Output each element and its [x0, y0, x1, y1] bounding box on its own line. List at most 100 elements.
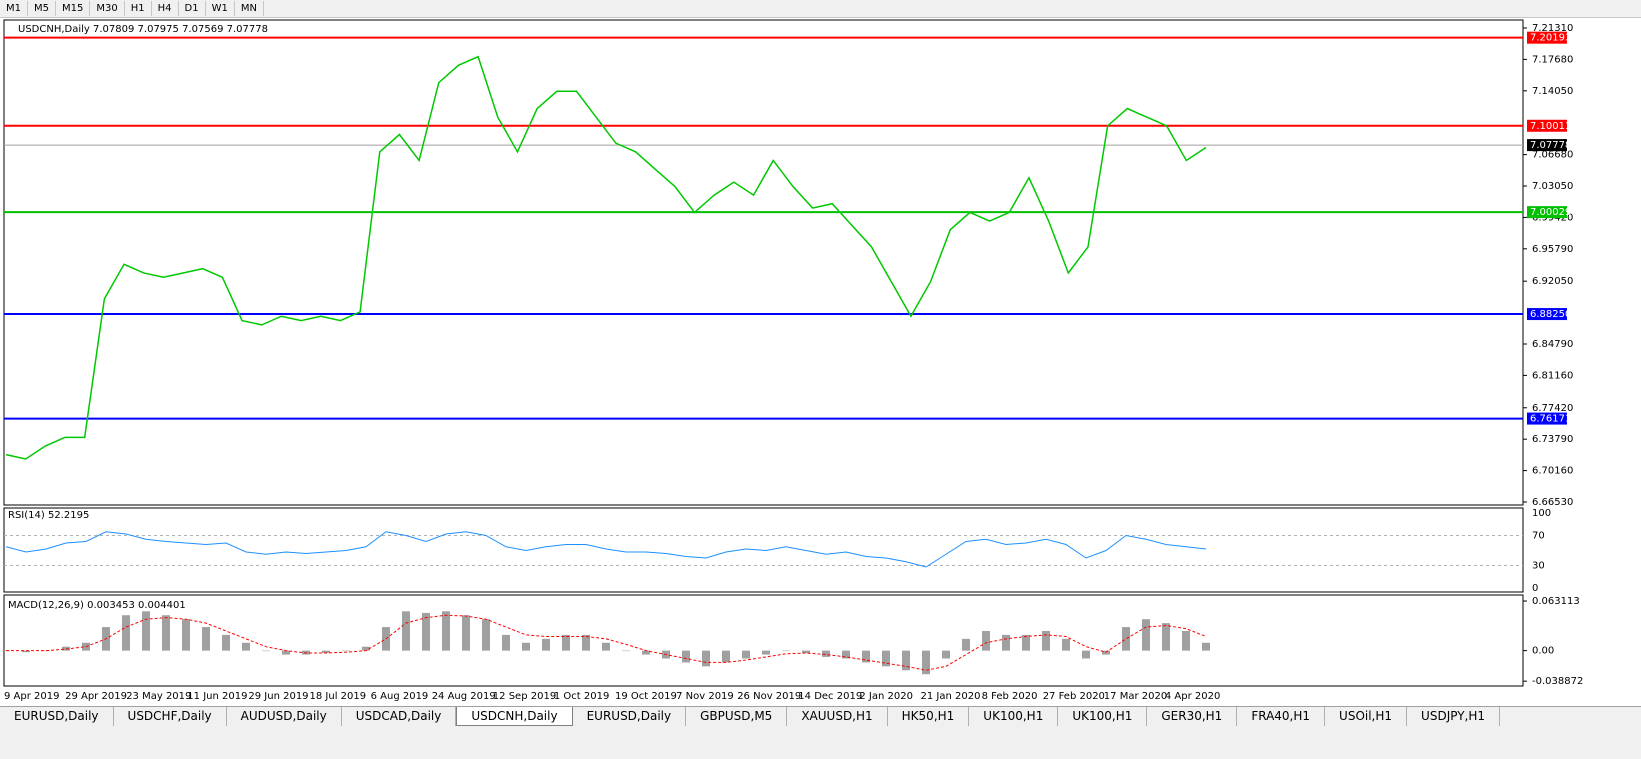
date-label: 8 Feb 2020	[982, 691, 1038, 702]
timeframe-button[interactable]: MN	[235, 1, 264, 16]
date-label: 29 Jun 2019	[248, 691, 308, 702]
macd-bar	[422, 612, 430, 651]
timeframe-button[interactable]: M15	[56, 1, 91, 16]
macd-tick-label: 0.00	[1532, 646, 1554, 657]
level-label: 7.00029	[1530, 207, 1571, 218]
date-label: 29 Apr 2019	[65, 691, 127, 702]
chart-tab[interactable]: FRA40,H1	[1237, 707, 1326, 726]
timeframe-button[interactable]: M1	[0, 1, 28, 16]
chart-tab[interactable]: USDCHF,Daily	[114, 707, 227, 726]
macd-bar	[442, 611, 450, 651]
chart-tab[interactable]: GER30,H1	[1147, 707, 1238, 726]
macd-bar	[262, 650, 270, 652]
macd-bar	[22, 650, 30, 653]
level-label: 6.88250	[1530, 309, 1571, 320]
chart-tab[interactable]: XAUUSD,H1	[787, 707, 888, 726]
date-label: 23 May 2019	[126, 691, 191, 702]
date-label: 14 Dec 2019	[798, 691, 862, 702]
macd-bar	[142, 611, 150, 651]
rsi-label: RSI(14) 52.2195	[8, 510, 89, 521]
rsi-panel	[3, 507, 1524, 593]
macd-bar	[562, 634, 570, 651]
date-label: 24 Aug 2019	[432, 691, 496, 702]
price-tick-label: 7.06680	[1532, 150, 1573, 161]
symbol-info: USDCNH,Daily 7.07809 7.07975 7.07569 7.0…	[18, 24, 268, 35]
timeframe-button[interactable]: M30	[90, 1, 125, 16]
macd-bar	[722, 650, 730, 663]
timeframe-button[interactable]: H4	[152, 1, 179, 16]
macd-bar	[602, 642, 610, 651]
price-tick-label: 6.70160	[1532, 466, 1573, 477]
macd-bar	[122, 615, 130, 651]
price-tick-label: 6.95790	[1532, 244, 1573, 255]
macd-bar	[1182, 630, 1190, 651]
macd-bar	[182, 619, 190, 651]
level-tag	[1527, 308, 1567, 321]
timeframe-toolbar: M1 M5 M15 M30 H1 H4 D1 W1 MN	[0, 0, 1641, 18]
price-tick-label: 7.14050	[1532, 86, 1573, 97]
level-label: 7.20193	[1530, 33, 1571, 44]
macd-panel	[3, 594, 1524, 687]
macd-bar	[622, 650, 630, 652]
level-label: 7.10011	[1530, 121, 1571, 132]
date-label: 19 Oct 2019	[615, 691, 677, 702]
chart-tab[interactable]: EURUSD,Daily	[573, 707, 687, 726]
date-label: 26 Nov 2019	[737, 691, 801, 702]
macd-label: MACD(12,26,9) 0.003453 0.004401	[8, 600, 186, 611]
price-tick-label: 7.17680	[1532, 54, 1573, 65]
date-label: 6 Aug 2019	[371, 691, 429, 702]
chart-tab[interactable]: USOil,H1	[1325, 707, 1408, 726]
macd-bar	[902, 650, 910, 671]
chart-tab[interactable]: UK100,H1	[1058, 707, 1148, 726]
date-label: 2 Jan 2020	[859, 691, 913, 702]
macd-bar	[642, 650, 650, 655]
date-label: 18 Jul 2019	[310, 691, 367, 702]
chart-tab[interactable]: USDCAD,Daily	[342, 707, 457, 726]
macd-bar	[1202, 642, 1210, 651]
timeframe-button[interactable]: M5	[28, 1, 56, 16]
macd-bar	[322, 650, 330, 653]
macd-bar	[882, 650, 890, 667]
macd-bar	[162, 615, 170, 651]
macd-bar	[502, 634, 510, 651]
rsi-tick-label: 70	[1532, 531, 1545, 542]
macd-bar	[202, 627, 210, 651]
chart-tab[interactable]: HK50,H1	[888, 707, 970, 726]
price-tick-label: 6.73790	[1532, 434, 1573, 445]
level-tag	[1527, 119, 1567, 132]
level-tag	[1527, 412, 1567, 425]
macd-bar	[282, 650, 290, 655]
date-label: 12 Sep 2019	[493, 691, 556, 702]
timeframe-button[interactable]: H1	[125, 1, 152, 16]
chart-tab[interactable]: AUDUSD,Daily	[227, 707, 342, 726]
rsi-tick-label: 0	[1532, 583, 1538, 594]
level-label: 6.76171	[1530, 414, 1571, 425]
date-label: 9 Apr 2019	[4, 691, 59, 702]
chart-tab[interactable]: USDCNH,Daily	[456, 707, 573, 726]
macd-bar	[1022, 634, 1030, 651]
chart-tab[interactable]: EURUSD,Daily	[0, 707, 114, 726]
macd-bar	[742, 650, 750, 659]
current-price-tag	[1527, 139, 1567, 152]
macd-bar	[1162, 623, 1170, 651]
macd-bar	[1082, 650, 1090, 659]
macd-bar	[1062, 638, 1070, 651]
chart-tab[interactable]: GBPUSD,M5	[686, 707, 788, 726]
timeframe-button[interactable]: W1	[206, 1, 235, 16]
macd-bar	[1042, 630, 1050, 651]
macd-bar	[762, 650, 770, 655]
macd-bar	[962, 638, 970, 651]
macd-bar	[482, 619, 490, 651]
macd-bar	[42, 650, 50, 652]
chart-tab[interactable]: UK100,H1	[969, 707, 1059, 726]
chart-background	[0, 18, 1641, 706]
macd-bar	[702, 650, 710, 667]
chart-tab[interactable]: USDJPY,H1	[1407, 707, 1501, 726]
macd-bar	[342, 650, 350, 652]
date-label: 27 Feb 2020	[1043, 691, 1105, 702]
macd-bar	[222, 634, 230, 651]
macd-bar	[1142, 619, 1150, 651]
timeframe-button[interactable]: D1	[179, 1, 206, 16]
date-label: 17 Mar 2020	[1104, 691, 1167, 702]
